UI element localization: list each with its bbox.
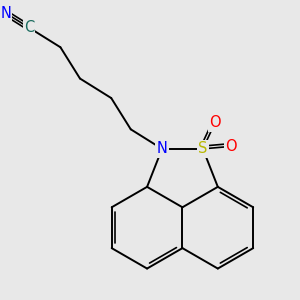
Text: C: C — [24, 20, 34, 35]
Text: O: O — [209, 116, 221, 130]
Text: O: O — [226, 139, 237, 154]
Text: N: N — [157, 141, 167, 156]
Text: N: N — [0, 6, 11, 21]
Text: S: S — [198, 141, 208, 156]
